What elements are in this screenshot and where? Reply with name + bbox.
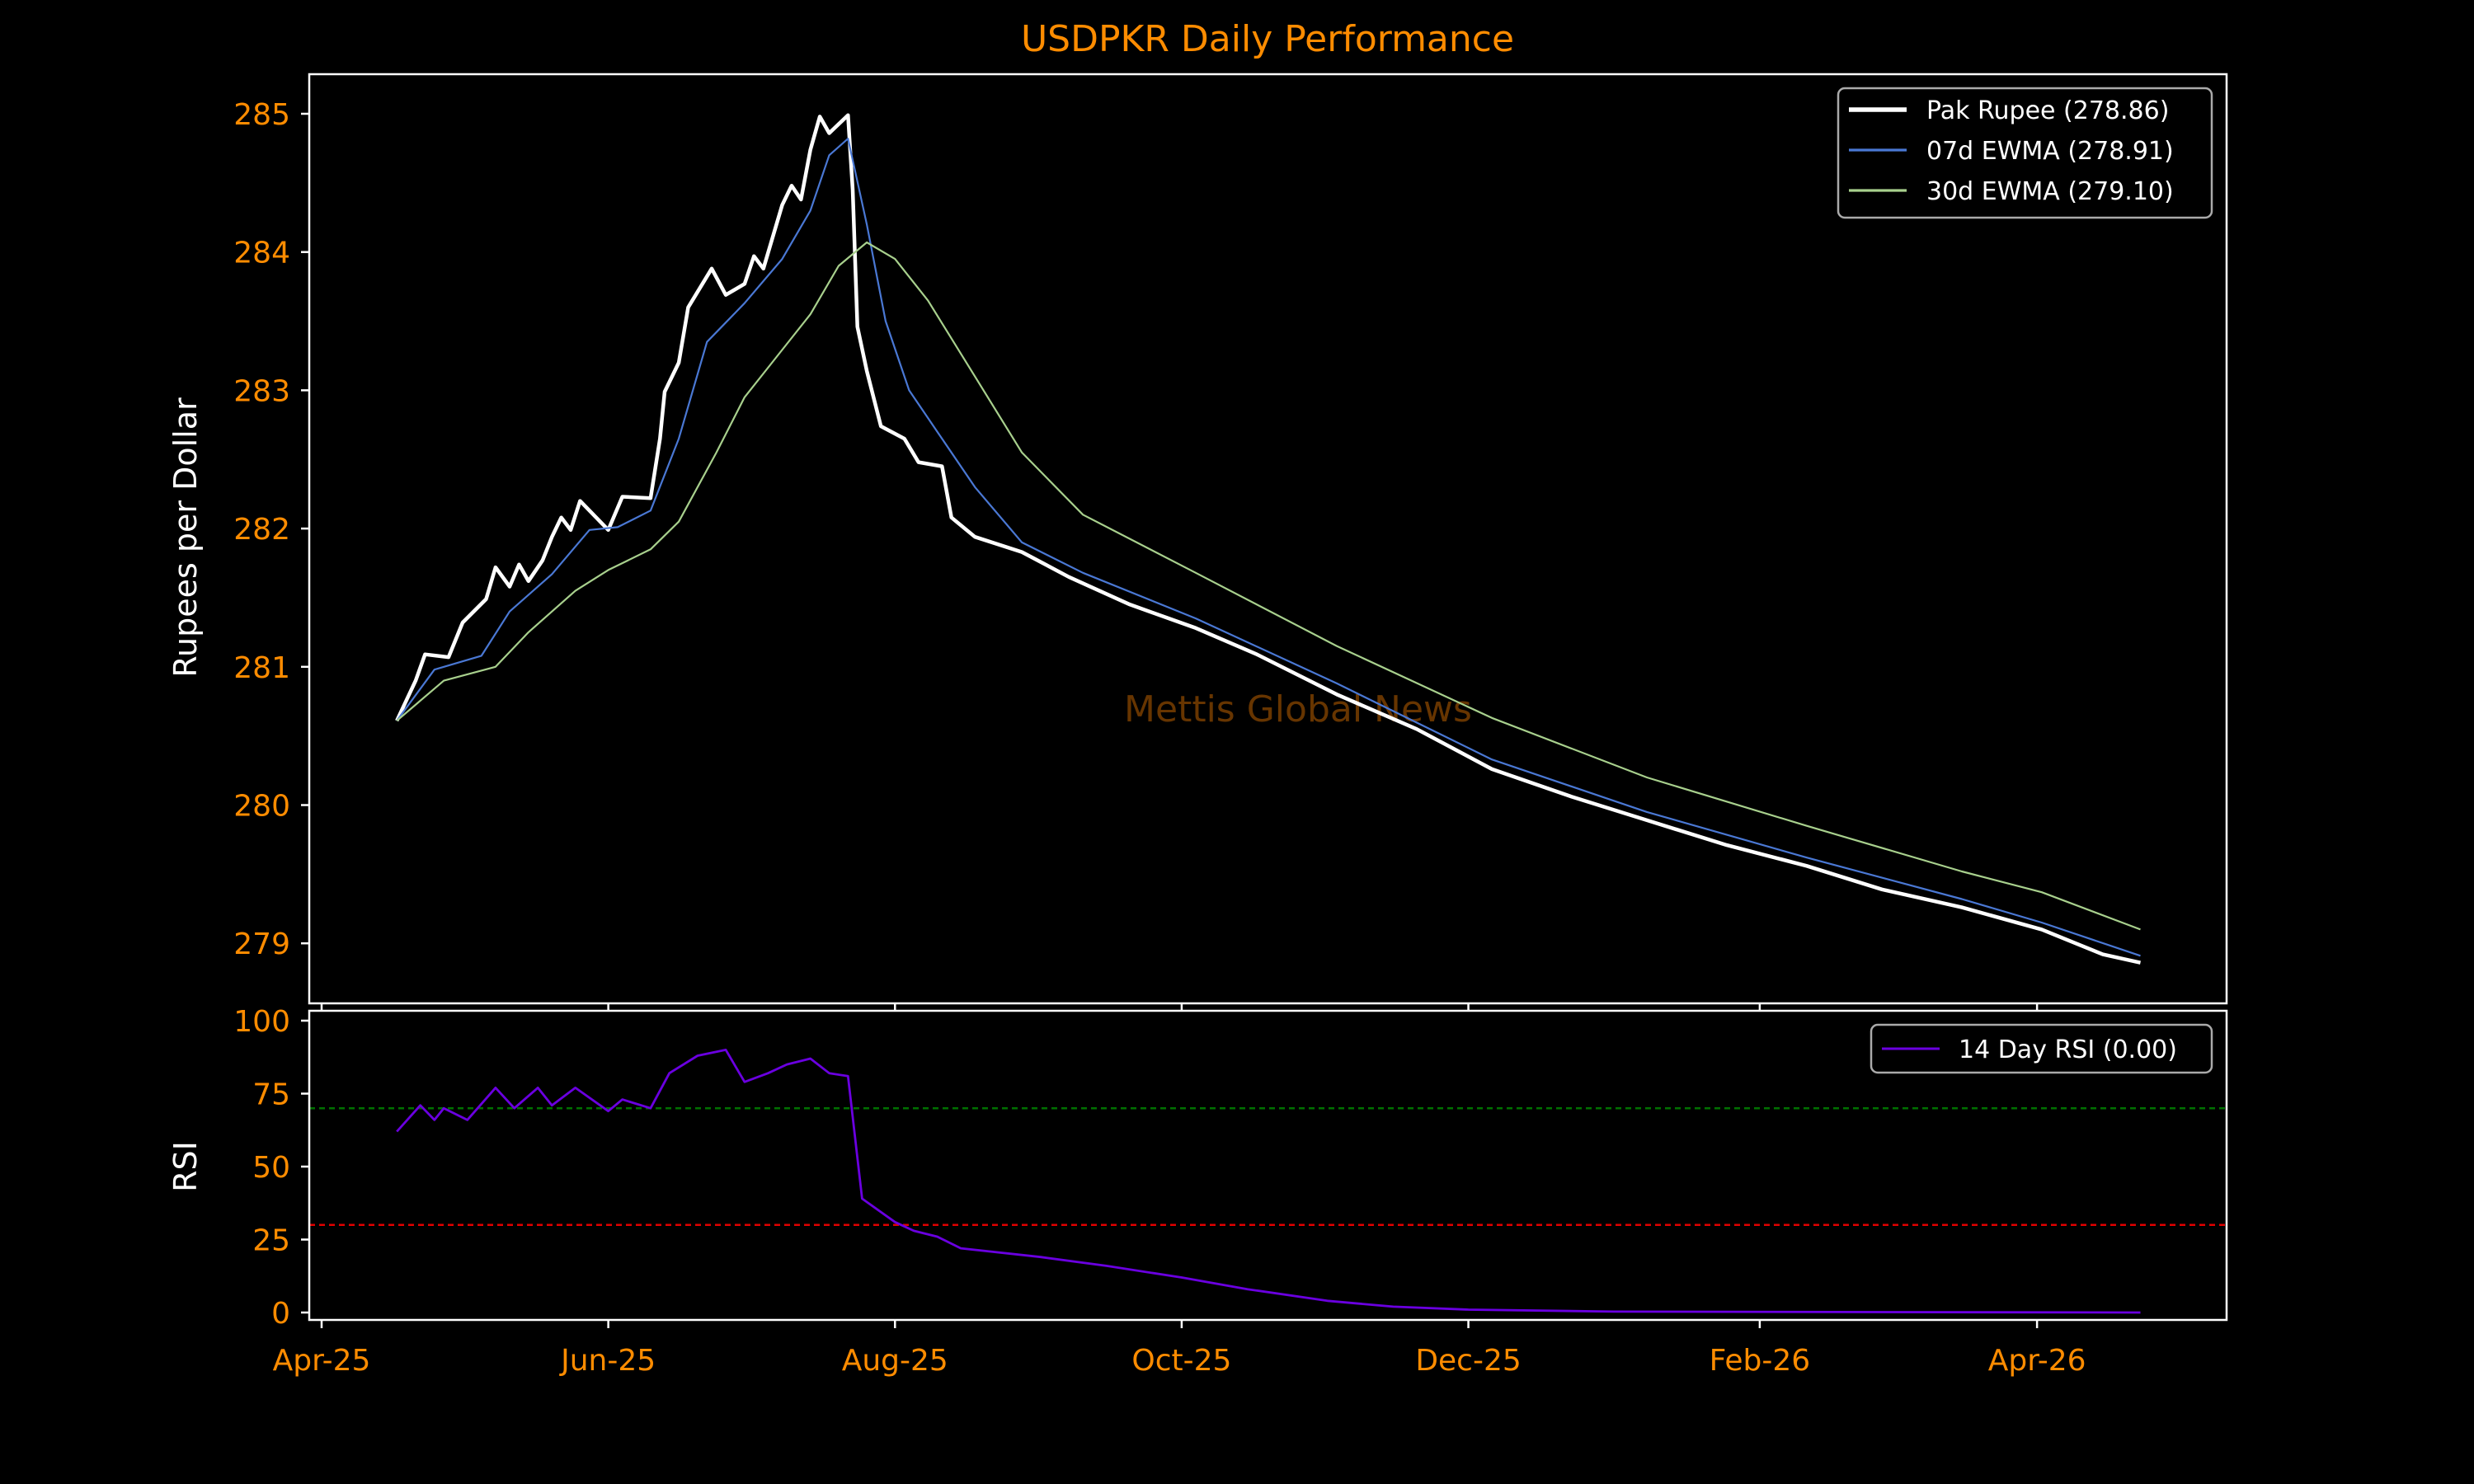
legend-label: 14 Day RSI (0.00) (1959, 1036, 2177, 1064)
rsi-y-tick-label: 75 (252, 1078, 290, 1112)
price-plot-area (395, 113, 2141, 965)
price-y-tick-label: 280 (233, 790, 290, 824)
legend-label: 30d EWMA (279.10) (1926, 177, 2174, 206)
price-legend: Pak Rupee (278.86) 07d EWMA (278.91) 30d E… (1837, 87, 2213, 219)
legend-label: 07d EWMA (278.91) (1926, 137, 2174, 166)
x-tick-label: Apr-25 (273, 1344, 371, 1378)
price-y-tick-label: 283 (233, 374, 290, 408)
series-line-07d-ewma (396, 138, 2141, 957)
price-y-tick-label: 282 (233, 513, 290, 547)
rsi-plot-area (309, 1049, 2227, 1314)
price-legend-box (1837, 87, 2213, 219)
price-y-tick-label: 279 (233, 928, 290, 961)
series-line-pak-rupee (395, 113, 2141, 965)
price-axes-frame (308, 73, 2228, 1005)
x-tick-label: Feb-26 (1710, 1344, 1811, 1378)
price-y-tick-label: 285 (233, 98, 290, 132)
price-y-tick-label: 284 (233, 237, 290, 270)
watermark: Mettis Global News (1124, 688, 1472, 730)
series-line-30d-ewma (396, 241, 2141, 931)
rsi-legend: 14 Day RSI (0.00) (1870, 1023, 2213, 1074)
series-line-rsi (396, 1049, 2141, 1314)
x-tick-label: Aug-25 (842, 1344, 948, 1378)
rsi-y-tick-label: 50 (252, 1151, 290, 1185)
price-y-axis-label: Rupees per Dollar (167, 397, 204, 678)
rsi-axes-frame (308, 1009, 2228, 1322)
x-tick-label: Jun-25 (559, 1344, 656, 1378)
rsi-y-axis-label: RSI (167, 1141, 204, 1192)
legend-label: Pak Rupee (278.86) (1926, 96, 2169, 125)
x-tick-label: Apr-26 (1988, 1344, 2086, 1378)
rsi-y-tick-label: 100 (233, 1005, 290, 1039)
rsi-y-tick-label: 25 (252, 1224, 290, 1258)
x-tick-label: Dec-25 (1415, 1344, 1521, 1378)
x-tick-label: Oct-25 (1131, 1344, 1231, 1378)
rsi-y-tick-label: 0 (271, 1297, 290, 1331)
rsi-legend-box (1870, 1023, 2213, 1074)
price-y-tick-label: 281 (233, 651, 290, 685)
chart-title: USDPKR Daily Performance (1021, 18, 1514, 60)
